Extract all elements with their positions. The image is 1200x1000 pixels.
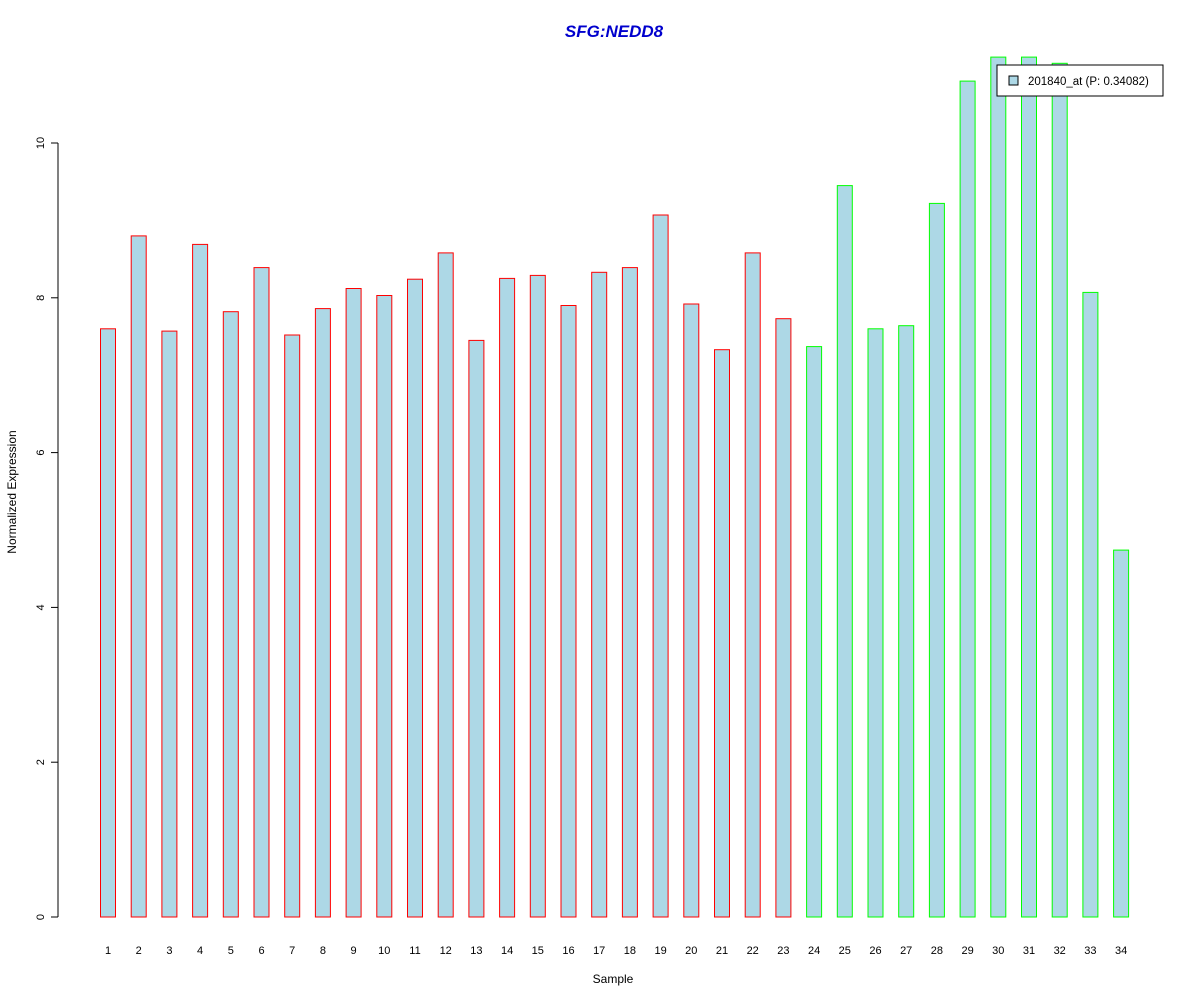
- bar-sample-7: [284, 334, 301, 918]
- x-tick-label: 22: [747, 945, 759, 957]
- x-tick-label: 34: [1115, 945, 1127, 957]
- bars: [100, 56, 1130, 918]
- x-tick-label: 20: [685, 945, 697, 957]
- y-tick-label: 10: [35, 137, 47, 149]
- x-tick-label: 14: [501, 945, 513, 957]
- x-tick-label: 2: [136, 945, 142, 957]
- bar-sample-16: [560, 305, 577, 918]
- bar-sample-15: [529, 274, 546, 918]
- x-axis-tick-labels: 1 2 3 4 5 6 7 8 9 10 11 12 13 14 15 16 17 18 19 20 21 22 23 24 2…: [105, 945, 1127, 957]
- x-tick-label: 24: [808, 945, 820, 957]
- y-axis-title: Normalized Expression: [5, 430, 19, 553]
- x-tick-label: 33: [1084, 945, 1096, 957]
- bar-sample-32: [1051, 62, 1068, 918]
- x-tick-label: 21: [716, 945, 728, 957]
- x-tick-label: 7: [289, 945, 295, 957]
- bar-sample-1: [100, 328, 116, 918]
- bar-sample-31: [1021, 56, 1037, 918]
- legend-swatch: [1008, 75, 1019, 86]
- x-tick-label: 15: [532, 945, 544, 957]
- bar-sample-14: [499, 277, 516, 918]
- x-tick-label: 6: [258, 945, 264, 957]
- bar-sample-5: [222, 311, 239, 918]
- x-tick-label: 25: [839, 945, 851, 957]
- x-tick-label: 17: [593, 945, 605, 957]
- bar-sample-21: [714, 349, 730, 918]
- y-tick-label: 0: [35, 914, 47, 920]
- bar-sample-28: [928, 202, 945, 918]
- bar-sample-11: [407, 278, 423, 918]
- x-tick-label: 1: [105, 945, 111, 957]
- x-tick-label: 23: [777, 945, 789, 957]
- x-axis-title: Sample: [593, 972, 634, 986]
- x-tick-label: 28: [931, 945, 943, 957]
- x-tick-label: 31: [1023, 945, 1035, 957]
- y-tick-label: 4: [35, 604, 47, 610]
- x-tick-label: 13: [470, 945, 482, 957]
- x-tick-label: 18: [624, 945, 636, 957]
- bar-sample-20: [683, 303, 700, 918]
- x-tick-label: 8: [320, 945, 326, 957]
- legend-label: 201840_at (P: 0.34082): [1028, 76, 1149, 88]
- bar-sample-33: [1082, 291, 1099, 918]
- x-tick-label: 27: [900, 945, 912, 957]
- bar-sample-26: [867, 328, 884, 918]
- x-tick-label: 12: [440, 945, 452, 957]
- x-tick-label: 30: [992, 945, 1004, 957]
- x-tick-label: 5: [228, 945, 234, 957]
- bar-sample-17: [591, 271, 608, 918]
- x-tick-label: 9: [351, 945, 357, 957]
- x-tick-label: 10: [378, 945, 390, 957]
- x-tick-label: 4: [197, 945, 203, 957]
- legend-box: [996, 64, 1164, 97]
- bar-sample-10: [376, 295, 393, 918]
- bar-sample-2: [130, 235, 147, 918]
- x-tick-label: 26: [869, 945, 881, 957]
- bar-sample-22: [744, 252, 761, 918]
- bar-sample-24: [806, 346, 823, 918]
- bar-sample-23: [775, 318, 792, 918]
- x-tick-label: 29: [961, 945, 973, 957]
- chart-title: SFG:NEDD8: [565, 22, 664, 41]
- bar-sample-13: [468, 339, 485, 918]
- bar-sample-3: [161, 330, 178, 918]
- y-tick-label: 6: [35, 450, 47, 456]
- bar-sample-18: [621, 267, 638, 918]
- bar-sample-6: [253, 267, 270, 918]
- x-tick-label: 16: [562, 945, 574, 957]
- bar-sample-19: [652, 214, 669, 918]
- bar-sample-29: [959, 80, 976, 918]
- bar-sample-8: [314, 308, 331, 918]
- legend: 201840_at (P: 0.34082): [996, 64, 1164, 97]
- bar-sample-27: [898, 325, 915, 918]
- y-tick-label: 2: [35, 759, 47, 765]
- bar-sample-30: [990, 56, 1007, 918]
- y-tick-label: 8: [35, 295, 47, 301]
- x-tick-label: 32: [1054, 945, 1066, 957]
- bar-sample-9: [345, 288, 362, 918]
- y-axis: 0 2 4 6 8 10: [35, 137, 59, 920]
- bar-sample-34: [1113, 549, 1130, 918]
- x-tick-label: 3: [166, 945, 172, 957]
- bar-sample-4: [192, 243, 209, 918]
- x-tick-label: 11: [409, 945, 420, 957]
- bar-sample-25: [836, 185, 853, 918]
- x-tick-label: 19: [654, 945, 666, 957]
- bar-sample-12: [437, 252, 454, 918]
